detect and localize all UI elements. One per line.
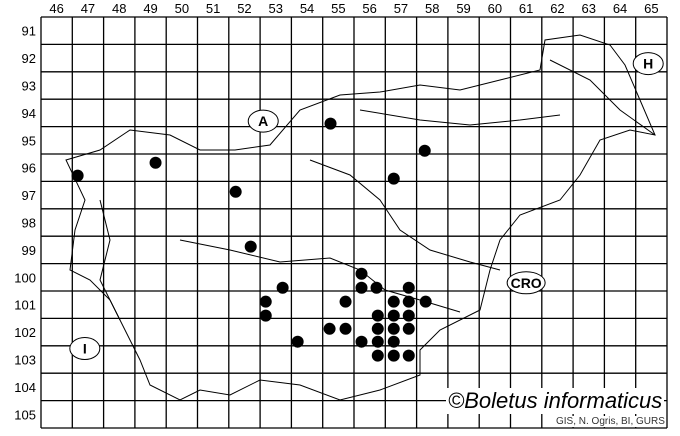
column-label: 51 xyxy=(206,1,220,16)
column-label: 52 xyxy=(237,1,251,16)
country-label-ellipse xyxy=(69,337,101,361)
record-dot xyxy=(387,335,400,348)
record-dot xyxy=(229,185,242,198)
row-label: 105 xyxy=(14,407,36,422)
column-label: 65 xyxy=(644,1,658,16)
record-dot xyxy=(371,309,384,322)
river-line xyxy=(359,109,561,126)
record-dot xyxy=(370,281,383,294)
country-label: A xyxy=(258,113,268,129)
column-label: 57 xyxy=(394,1,408,16)
row-label: 99 xyxy=(22,243,36,258)
credit-watermark: ©Boletus informaticus xyxy=(446,388,665,414)
record-dot xyxy=(387,309,400,322)
record-dot xyxy=(149,156,162,169)
record-dot xyxy=(324,117,337,130)
record-dot xyxy=(402,349,415,362)
record-dot xyxy=(402,322,415,335)
country-label: I xyxy=(83,341,87,357)
record-dot xyxy=(419,295,432,308)
border-line xyxy=(65,34,656,401)
column-label: 47 xyxy=(81,1,95,16)
record-dot xyxy=(402,281,415,294)
record-dot xyxy=(355,281,368,294)
row-label: 96 xyxy=(22,161,36,176)
record-dot xyxy=(371,322,384,335)
row-label: 93 xyxy=(22,79,36,94)
record-dot xyxy=(323,322,336,335)
record-dot xyxy=(402,295,415,308)
country-label: CRO xyxy=(511,275,542,291)
record-dot xyxy=(244,240,257,253)
record-dot xyxy=(387,172,400,185)
river-line xyxy=(99,199,121,321)
grid xyxy=(40,16,668,429)
country-label-ellipse xyxy=(506,271,546,295)
record-dot xyxy=(259,309,272,322)
column-label: 62 xyxy=(550,1,564,16)
column-label: 55 xyxy=(331,1,345,16)
column-label: 46 xyxy=(49,1,63,16)
row-label: 101 xyxy=(14,298,36,313)
country-label-ellipse xyxy=(632,52,664,76)
record-dot xyxy=(355,335,368,348)
row-label: 100 xyxy=(14,270,36,285)
row-label: 91 xyxy=(22,24,36,39)
row-label: 95 xyxy=(22,133,36,148)
column-label: 63 xyxy=(582,1,596,16)
record-dot xyxy=(71,169,84,182)
row-label: 98 xyxy=(22,216,36,231)
row-label: 103 xyxy=(14,353,36,368)
column-label: 56 xyxy=(362,1,376,16)
record-dot xyxy=(371,349,384,362)
column-labels: 46 47 48 49 50 51 52 53 54 55 56 57 58 59 60 61 62 63 64 65 xyxy=(49,1,658,16)
record-dot xyxy=(402,309,415,322)
river-line xyxy=(309,159,501,271)
record-dot xyxy=(276,281,289,294)
column-label: 58 xyxy=(425,1,439,16)
column-label: 59 xyxy=(456,1,470,16)
country-labels: A H CRO I xyxy=(69,52,664,361)
row-label: 97 xyxy=(22,188,36,203)
record-dot xyxy=(355,267,368,280)
row-label: 92 xyxy=(22,51,36,66)
source-attribution: GIS, N. Ogris, BI, GURS xyxy=(555,416,666,427)
row-label: 94 xyxy=(22,106,36,121)
record-dot xyxy=(418,144,431,157)
row-label: 104 xyxy=(14,380,36,395)
record-dot xyxy=(387,322,400,335)
column-label: 60 xyxy=(488,1,502,16)
column-label: 54 xyxy=(300,1,314,16)
country-label: H xyxy=(643,56,653,72)
record-dots xyxy=(71,117,432,362)
row-labels: 91 92 93 94 95 96 97 98 99 100 101 102 103 104 105 xyxy=(14,24,36,423)
column-label: 50 xyxy=(175,1,189,16)
river-line xyxy=(179,239,461,313)
column-label: 53 xyxy=(269,1,283,16)
column-label: 61 xyxy=(519,1,533,16)
record-dot xyxy=(339,322,352,335)
record-dot xyxy=(339,295,352,308)
column-label: 49 xyxy=(143,1,157,16)
record-dot xyxy=(387,295,400,308)
record-dot xyxy=(259,295,272,308)
column-label: 64 xyxy=(613,1,627,16)
row-label: 102 xyxy=(14,325,36,340)
column-label: 48 xyxy=(112,1,126,16)
record-dot xyxy=(387,349,400,362)
country-label-ellipse xyxy=(247,109,279,133)
record-dot xyxy=(291,335,304,348)
record-dot xyxy=(371,335,384,348)
